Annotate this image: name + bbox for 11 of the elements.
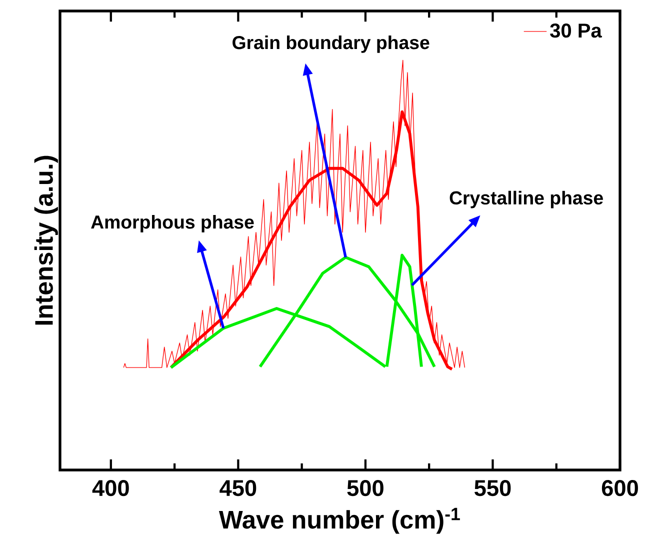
x-tick-label: 500 (347, 480, 384, 496)
x-tick-label: 600 (602, 480, 638, 496)
x-tick-label: 450 (220, 480, 256, 496)
annotation: Crystalline phase (450, 190, 603, 208)
annotation: Grain boundary phase (232, 35, 430, 53)
x-tick-label: 550 (474, 480, 511, 496)
y-axis-title: Intensity (a.u.) (34, 156, 58, 325)
x-axis-title: Wave number (cm)$^{-1}$ (218, 508, 460, 534)
x-tick-label: 400 (92, 480, 129, 496)
annotation: Amorphous phase (91, 214, 254, 232)
legend-label: 30 Pa (550, 23, 602, 38)
